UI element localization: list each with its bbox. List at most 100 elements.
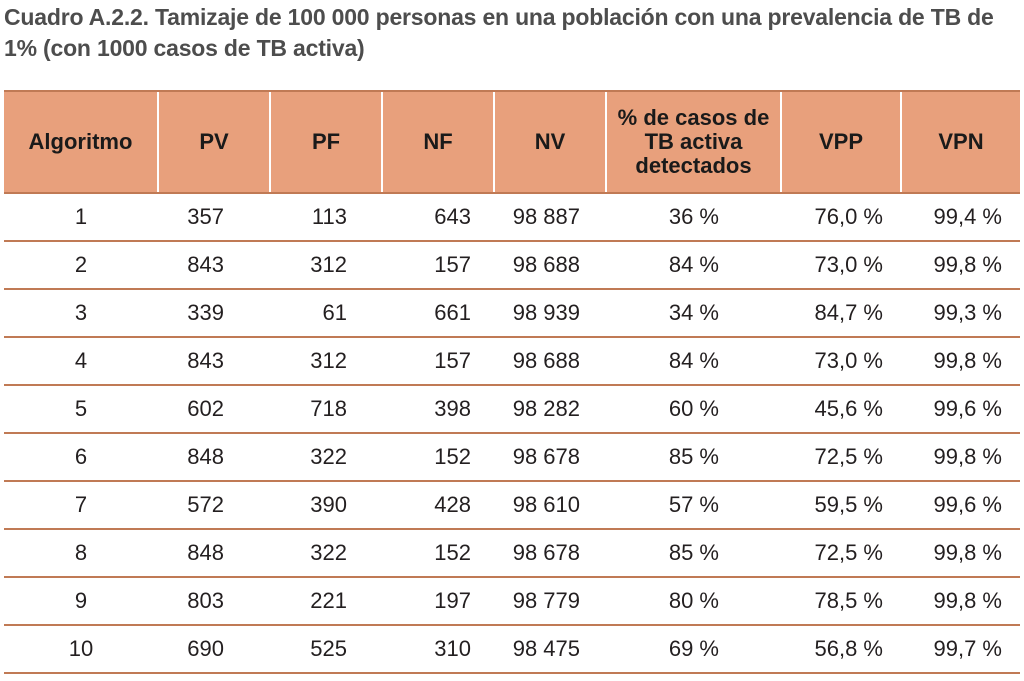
cell-pf: 61 [270, 289, 382, 338]
cell-nf: 310 [382, 625, 494, 674]
header-row: Algoritmo PV PF NF NV % de casos de TB a… [4, 90, 1020, 194]
table-row: 4 843 312 157 98 688 84 % 73,0 % 99,8 % [4, 337, 1020, 386]
cell-pv: 803 [158, 577, 270, 626]
table-row: 10 690 525 310 98 475 69 % 56,8 % 99,7 % [4, 625, 1020, 674]
cell-algoritmo: 7 [4, 481, 158, 530]
header-vpp: VPP [780, 90, 901, 194]
cell-algoritmo: 5 [4, 385, 158, 434]
cell-vpp: 72,5 % [781, 433, 901, 482]
cell-percent-detected: 36 % [606, 193, 781, 242]
header-algoritmo: Algoritmo [4, 90, 158, 194]
cell-nf: 157 [382, 337, 494, 386]
table-row: 7 572 390 428 98 610 57 % 59,5 % 99,6 % [4, 481, 1020, 530]
header-pv: PV [157, 90, 270, 194]
cell-nv: 98 779 [494, 577, 606, 626]
cell-vpp: 84,7 % [781, 289, 901, 338]
cell-nv: 98 688 [494, 241, 606, 290]
table-row: 5 602 718 398 98 282 60 % 45,6 % 99,6 % [4, 385, 1020, 434]
cell-pf: 525 [270, 625, 382, 674]
cell-percent-detected: 84 % [606, 241, 781, 290]
cell-pv: 357 [158, 193, 270, 242]
table-row: 9 803 221 197 98 779 80 % 78,5 % 99,8 % [4, 577, 1020, 626]
cell-nv: 98 678 [494, 529, 606, 578]
cell-algoritmo: 6 [4, 433, 158, 482]
header-vpn: VPN [900, 90, 1020, 194]
cell-pv: 339 [158, 289, 270, 338]
cell-vpn: 99,8 % [901, 529, 1020, 578]
cell-vpn: 99,8 % [901, 577, 1020, 626]
cell-nf: 157 [382, 241, 494, 290]
cell-nf: 398 [382, 385, 494, 434]
cell-nv: 98 475 [494, 625, 606, 674]
cell-nv: 98 678 [494, 433, 606, 482]
screening-table: Algoritmo PV PF NF NV % de casos de TB a… [4, 90, 1020, 674]
cell-pf: 221 [270, 577, 382, 626]
cell-vpn: 99,8 % [901, 433, 1020, 482]
cell-nf: 643 [382, 193, 494, 242]
cell-nv: 98 610 [494, 481, 606, 530]
cell-pf: 312 [270, 337, 382, 386]
cell-percent-detected: 80 % [606, 577, 781, 626]
cell-pf: 322 [270, 529, 382, 578]
cell-algoritmo: 4 [4, 337, 158, 386]
table-row: 1 357 113 643 98 887 36 % 76,0 % 99,4 % [4, 193, 1020, 242]
table-row: 3 339 61 661 98 939 34 % 84,7 % 99,3 % [4, 289, 1020, 338]
cell-vpp: 76,0 % [781, 193, 901, 242]
cell-vpp: 45,6 % [781, 385, 901, 434]
cell-percent-detected: 57 % [606, 481, 781, 530]
cell-nv: 98 887 [494, 193, 606, 242]
header-nv: NV [493, 90, 606, 194]
cell-nf: 661 [382, 289, 494, 338]
cell-nv: 98 688 [494, 337, 606, 386]
cell-algoritmo: 10 [4, 625, 158, 674]
cell-pv: 843 [158, 241, 270, 290]
cell-percent-detected: 84 % [606, 337, 781, 386]
cell-pv: 572 [158, 481, 270, 530]
cell-vpp: 78,5 % [781, 577, 901, 626]
cell-vpp: 59,5 % [781, 481, 901, 530]
cell-vpp: 73,0 % [781, 241, 901, 290]
cell-nv: 98 939 [494, 289, 606, 338]
cell-pv: 843 [158, 337, 270, 386]
cell-percent-detected: 60 % [606, 385, 781, 434]
screening-table-container: Algoritmo PV PF NF NV % de casos de TB a… [4, 90, 1020, 674]
cell-vpn: 99,8 % [901, 241, 1020, 290]
cell-pv: 690 [158, 625, 270, 674]
cell-vpn: 99,3 % [901, 289, 1020, 338]
cell-nv: 98 282 [494, 385, 606, 434]
table-row: 6 848 322 152 98 678 85 % 72,5 % 99,8 % [4, 433, 1020, 482]
header-nf: NF [381, 90, 494, 194]
cell-pf: 113 [270, 193, 382, 242]
cell-vpp: 72,5 % [781, 529, 901, 578]
header-pf: PF [269, 90, 382, 194]
cell-vpn: 99,6 % [901, 481, 1020, 530]
cell-nf: 152 [382, 433, 494, 482]
header-percent-detected: % de casos de TB activa detectados [605, 90, 781, 194]
cell-pf: 390 [270, 481, 382, 530]
cell-nf: 428 [382, 481, 494, 530]
cell-vpn: 99,7 % [901, 625, 1020, 674]
cell-vpp: 56,8 % [781, 625, 901, 674]
cell-pf: 718 [270, 385, 382, 434]
cell-percent-detected: 34 % [606, 289, 781, 338]
cell-algoritmo: 2 [4, 241, 158, 290]
cell-vpn: 99,6 % [901, 385, 1020, 434]
cell-algoritmo: 1 [4, 193, 158, 242]
table-caption: Cuadro A.2.2. Tamizaje de 100 000 person… [4, 4, 994, 61]
cell-algoritmo: 8 [4, 529, 158, 578]
cell-pv: 602 [158, 385, 270, 434]
cell-pv: 848 [158, 433, 270, 482]
cell-algoritmo: 9 [4, 577, 158, 626]
cell-pf: 312 [270, 241, 382, 290]
cell-nf: 197 [382, 577, 494, 626]
cell-vpp: 73,0 % [781, 337, 901, 386]
cell-nf: 152 [382, 529, 494, 578]
cell-vpn: 99,8 % [901, 337, 1020, 386]
cell-percent-detected: 85 % [606, 433, 781, 482]
table-row: 2 843 312 157 98 688 84 % 73,0 % 99,8 % [4, 241, 1020, 290]
table-row: 8 848 322 152 98 678 85 % 72,5 % 99,8 % [4, 529, 1020, 578]
cell-algoritmo: 3 [4, 289, 158, 338]
cell-percent-detected: 85 % [606, 529, 781, 578]
cell-pf: 322 [270, 433, 382, 482]
table-body: 1 357 113 643 98 887 36 % 76,0 % 99,4 % 2 843 312 1… [4, 193, 1020, 674]
